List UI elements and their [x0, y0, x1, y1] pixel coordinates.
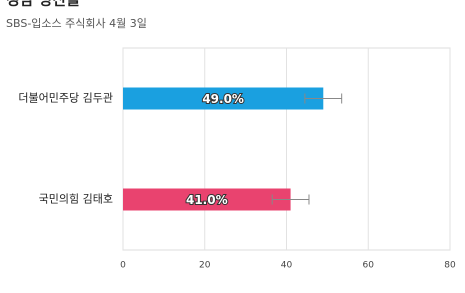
x-tick-label: 0: [120, 261, 126, 271]
bar: [123, 188, 291, 211]
x-tick-label: 80: [444, 261, 456, 271]
x-tick-label: 40: [281, 261, 293, 271]
x-tick-label: 20: [199, 261, 211, 271]
y-tick-label: 더불어민주당 김두관: [18, 92, 113, 105]
bar: [123, 87, 324, 110]
y-tick-label: 국민의힘 김태호: [39, 193, 113, 206]
value-label: 41.0%: [186, 193, 228, 207]
chart-title: 경남 양산을: [6, 0, 80, 9]
value-label: 49.0%: [202, 92, 244, 106]
x-tick-label: 60: [363, 261, 375, 271]
chart-subtitle: SBS-입소스 주식회사 4월 3일: [6, 16, 147, 30]
